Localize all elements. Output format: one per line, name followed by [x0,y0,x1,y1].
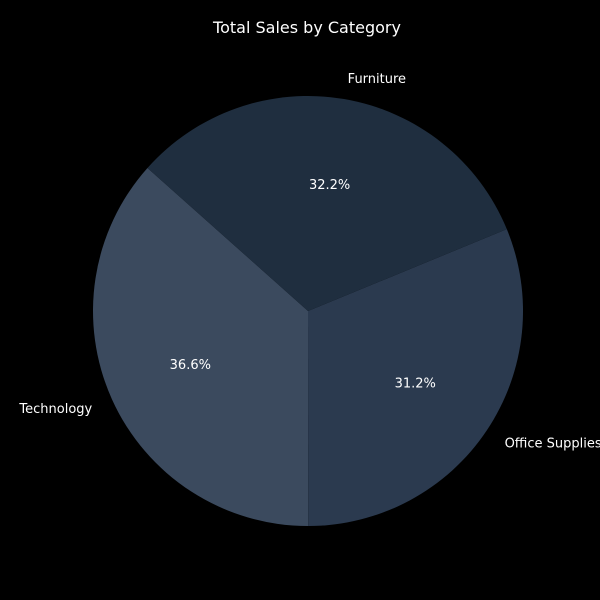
pie-slice-furniture [147,95,507,311]
slice-percent-technology: 36.6% [170,358,211,373]
pie-labels: Technology 36.6% Office Supplies 31.2% Furni… [18,72,600,452]
pie-slice-office-supplies [308,229,524,526]
pie-slices [93,95,524,527]
slice-percent-furniture: 32.2% [309,178,350,193]
chart-title: Total Sales by Category [212,18,401,37]
pie-slice-technology [93,167,309,527]
slice-percent-office-supplies: 31.2% [395,377,436,392]
slice-label-furniture: Furniture [348,72,406,87]
slice-label-office-supplies: Office Supplies [505,437,600,452]
slice-label-technology: Technology [18,402,92,417]
